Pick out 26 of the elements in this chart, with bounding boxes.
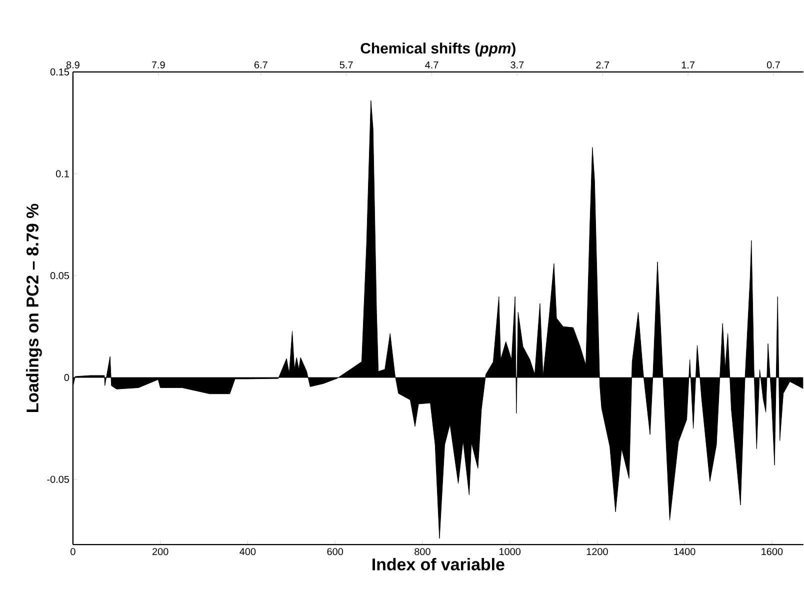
y-tick-label: 0.1: [56, 170, 69, 178]
x2-axis-title: Chemical shifts (ppm): [360, 42, 516, 57]
x-tick-label: 800: [414, 548, 430, 556]
x2-tick-label: 5.7: [340, 62, 353, 69]
x-tick-label: 1600: [762, 548, 783, 556]
y-tick-label: 0: [64, 374, 70, 382]
x2-tick-label: 2.7: [596, 62, 610, 69]
y-tick-label: -0.05: [47, 476, 70, 484]
x-tick-label: 1000: [500, 548, 521, 556]
x-tick-label: 0: [70, 548, 76, 556]
y-axis-title: Loadings on PC2 – 8.79 %: [26, 204, 42, 412]
x-tick-label: 200: [152, 548, 168, 556]
x-tick-label: 400: [240, 548, 256, 556]
y-tick-label: 0.05: [50, 272, 70, 280]
x2-tick-label: 8.9: [66, 62, 80, 69]
y-tick-label: 0.15: [50, 68, 70, 76]
x2-tick-label: 4.7: [425, 62, 438, 69]
x-tick-label: 1400: [674, 548, 696, 556]
x2-tick-label: 0.7: [766, 62, 780, 69]
x2-tick-label: 3.7: [510, 62, 524, 69]
x-axis-title: Index of variable: [372, 558, 504, 571]
x2-tick-label: 7.9: [152, 62, 165, 69]
x-tick-label: 1200: [586, 548, 608, 556]
x2-tick-label: 6.7: [254, 62, 268, 69]
x2-tick-label: 1.7: [682, 62, 694, 69]
x-tick-label: 600: [327, 548, 343, 556]
